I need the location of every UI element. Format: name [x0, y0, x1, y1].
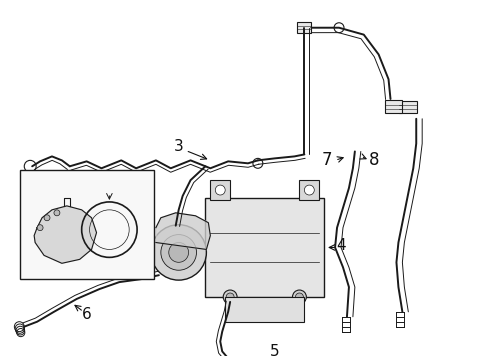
Circle shape: [168, 243, 188, 262]
Text: 2: 2: [116, 186, 126, 202]
Circle shape: [215, 185, 225, 195]
Circle shape: [252, 158, 262, 168]
Circle shape: [223, 290, 237, 304]
Text: 1: 1: [24, 210, 34, 225]
Circle shape: [292, 290, 306, 304]
Bar: [299, 180, 319, 200]
Text: 6: 6: [81, 307, 91, 322]
Circle shape: [161, 235, 196, 270]
Text: 8: 8: [367, 151, 378, 169]
Text: 4: 4: [336, 238, 345, 253]
Circle shape: [37, 225, 43, 231]
Circle shape: [304, 185, 314, 195]
Bar: [205, 198, 324, 297]
Text: 7: 7: [321, 151, 332, 169]
FancyBboxPatch shape: [399, 101, 416, 113]
FancyBboxPatch shape: [384, 100, 402, 113]
Polygon shape: [34, 206, 96, 263]
Polygon shape: [156, 213, 210, 249]
Circle shape: [24, 160, 36, 172]
Circle shape: [226, 293, 234, 301]
Circle shape: [295, 293, 303, 301]
Circle shape: [151, 225, 206, 280]
FancyBboxPatch shape: [297, 22, 311, 33]
Text: 3: 3: [173, 139, 183, 154]
Circle shape: [250, 359, 264, 360]
Circle shape: [44, 215, 50, 221]
Bar: [225, 297, 304, 322]
Bar: [20, 170, 154, 279]
Text: 5: 5: [269, 344, 279, 359]
Bar: [210, 180, 230, 200]
Circle shape: [333, 23, 343, 33]
Circle shape: [54, 210, 60, 216]
